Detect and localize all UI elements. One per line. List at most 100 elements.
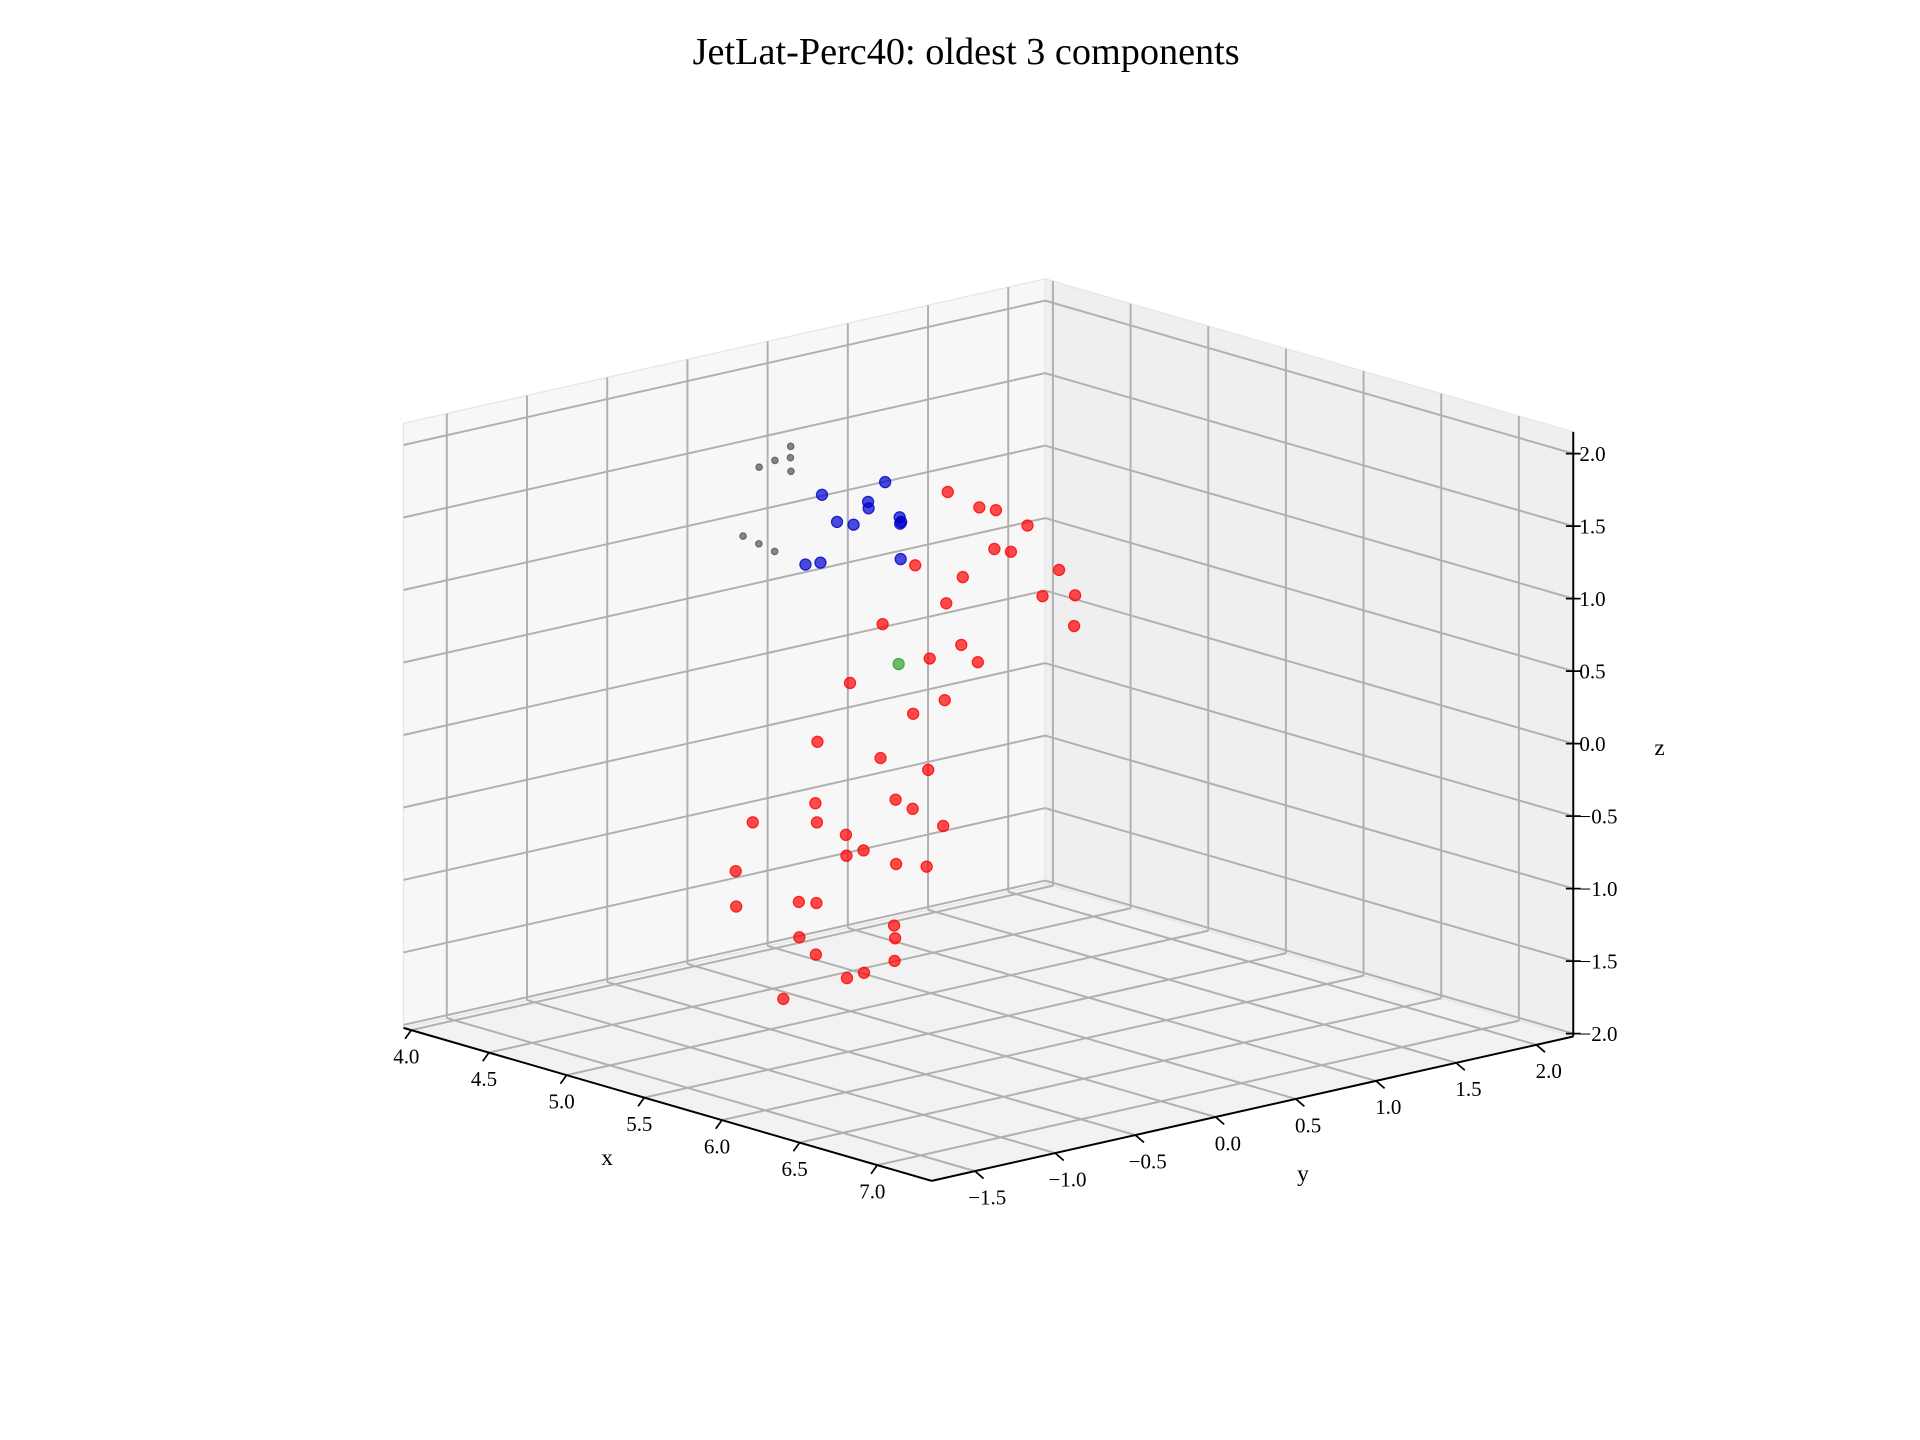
z-tick-label: −1.5 (1579, 950, 1617, 974)
grid-line (1044, 879, 1574, 1035)
point (799, 558, 812, 571)
point (937, 819, 950, 833)
z-tick-label: 2.0 (1579, 442, 1605, 466)
point (888, 932, 902, 945)
x-tick-label: 7.0 (859, 1179, 885, 1203)
z-tick-label: −1.0 (1579, 877, 1617, 901)
grid-line (566, 929, 1209, 1077)
point (889, 793, 902, 806)
x-tick (792, 1142, 801, 1152)
point (892, 657, 905, 671)
y-tick (1455, 1062, 1466, 1071)
grid-line (1044, 589, 1574, 745)
point (1068, 589, 1082, 602)
x-tick-label: 6.0 (704, 1134, 730, 1158)
point (920, 860, 933, 873)
grid-line (1044, 372, 1574, 528)
point (971, 656, 985, 669)
point (786, 442, 795, 451)
point (1021, 519, 1034, 532)
z-tick-label: 1.5 (1579, 515, 1605, 539)
point (909, 559, 922, 572)
point (861, 495, 875, 509)
y-tick (1535, 1044, 1546, 1053)
y-tick-label: 0.0 (1215, 1131, 1241, 1155)
point (906, 802, 919, 816)
grid-line (403, 879, 1046, 1026)
point (893, 511, 906, 524)
point (988, 542, 1001, 556)
grid-line (403, 807, 1046, 954)
point (792, 895, 806, 909)
x-tick (404, 1029, 412, 1040)
point (973, 501, 986, 514)
grid-line (403, 372, 1046, 519)
grid-line (606, 981, 1136, 1136)
x-tick-label: 5.5 (626, 1112, 652, 1136)
y-tick (1375, 1080, 1386, 1089)
point (989, 503, 1003, 517)
point (810, 896, 823, 910)
grid-line (403, 517, 1046, 664)
point (809, 797, 822, 810)
y-tick-label: 1.5 (1455, 1077, 1481, 1101)
x-tick-label: 4.5 (471, 1067, 497, 1091)
point (840, 971, 854, 985)
point (857, 844, 870, 857)
point (777, 992, 790, 1006)
y-tick (1134, 1134, 1145, 1144)
point (955, 638, 968, 652)
x-tick (637, 1097, 645, 1107)
point (770, 547, 779, 556)
x-axis-label: x (601, 1145, 613, 1171)
grid-line (411, 884, 1054, 1032)
point (810, 816, 824, 829)
point (894, 552, 907, 566)
x-axis (403, 1026, 932, 1182)
grid-line (1044, 299, 1574, 455)
grid-line (687, 963, 1216, 1118)
grid-line (767, 944, 1297, 1100)
x-tick (870, 1164, 878, 1175)
grid-line (446, 1017, 976, 1173)
x-tick (715, 1119, 723, 1130)
grid-line (877, 1019, 1520, 1167)
point (843, 676, 857, 690)
point (729, 864, 742, 878)
point (839, 828, 853, 841)
grid-line (847, 926, 1377, 1082)
point (814, 556, 827, 569)
point (1067, 619, 1081, 633)
y-tick (1295, 1098, 1305, 1108)
x-tick-label: 5.0 (549, 1089, 575, 1113)
point (771, 456, 779, 465)
z-tick-label: −2.0 (1579, 1022, 1617, 1046)
point (922, 763, 935, 777)
z-tick-label: 1.0 (1579, 587, 1605, 611)
point (941, 485, 954, 499)
grid-line (721, 974, 1364, 1122)
grid-line (1044, 734, 1574, 890)
grid-line (1007, 890, 1537, 1046)
grid-line (927, 908, 1457, 1064)
point (755, 463, 763, 472)
point (786, 453, 795, 462)
point (847, 518, 860, 531)
point (940, 597, 953, 610)
point (1004, 545, 1018, 558)
point (739, 532, 747, 540)
grid-line (526, 999, 1056, 1155)
y-tick-label: −0.5 (1129, 1149, 1167, 1173)
x-tick-label: 4.0 (393, 1044, 419, 1068)
y-axis (931, 1035, 1574, 1182)
grid-line (1044, 662, 1574, 818)
point (923, 652, 936, 665)
x-tick (559, 1074, 568, 1085)
point (874, 751, 887, 765)
z-tick-label: 0.5 (1579, 660, 1605, 684)
point (793, 931, 806, 944)
y-tick (974, 1170, 985, 1180)
grid-line (403, 589, 1046, 736)
